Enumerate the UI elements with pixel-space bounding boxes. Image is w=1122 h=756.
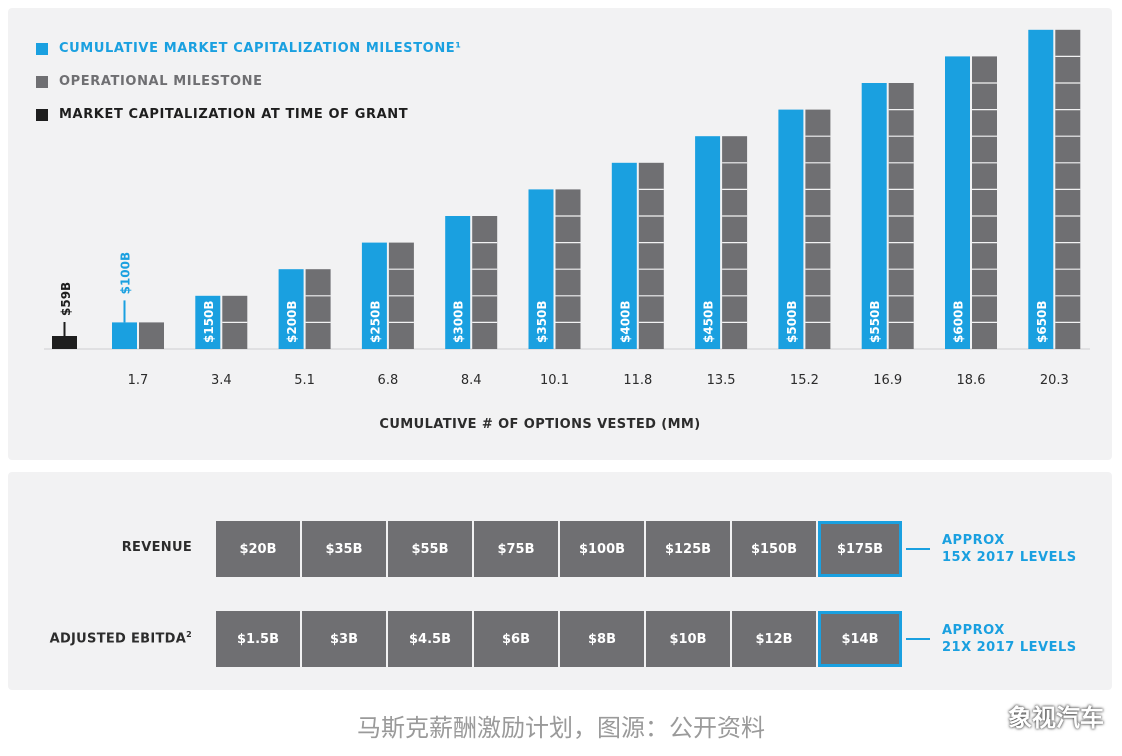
revenue-cell: $55B [388,521,472,577]
milestone-bar-chart: $59B $100B 1.7 $150B 3.4 $200B 5.1 $250B 6.8 $300… [44,29,1090,432]
x-tick-label: 10.1 [540,373,569,388]
market-cap-value-label: $100B [119,252,133,295]
market-cap-bar [278,269,304,349]
legend-swatch-market-cap [36,42,48,55]
ebitda-cell: $6B [474,611,558,667]
x-tick-label: 18.6 [957,373,986,388]
market-cap-value-label: $450B [702,300,716,343]
operational-stack [638,162,664,349]
market-cap-value-label: $400B [618,300,632,343]
x-axis-label: CUMULATIVE # OF OPTIONS VESTED (MM) [379,417,700,432]
revenue-cell: $100B [560,521,644,577]
image-caption: 马斯克薪酬激励计划，图源：公开资料 [357,714,765,742]
x-tick-label: 15.2 [790,373,819,388]
revenue-connector [906,548,930,550]
ebitda-cell: $8B [560,611,644,667]
revenue-cell: $150B [732,521,816,577]
ebitda-row: $1.5B $3B $4.5B $6B $8B $10B $12B $14B [216,611,904,667]
revenue-note-line: 15X 2017 LEVELS [942,550,1077,565]
x-tick-label: 1.7 [128,373,149,388]
grant-bar [52,336,77,349]
operational-stack [139,322,164,349]
ebitda-label-text: ADJUSTED EBITDA [49,631,187,647]
revenue-note-line: APPROX [942,533,1005,548]
ebitda-cell: $1.5B [216,611,300,667]
x-tick-label: 6.8 [378,373,399,388]
x-tick-label: 3.4 [211,373,232,388]
legend-label: OPERATIONAL MILESTONE [59,74,263,89]
operational-stack [305,269,331,349]
legend-item-market-cap: CUMULATIVE MARKET CAPITALIZATION MILESTO… [36,32,462,65]
market-cap-value-label: $200B [285,300,299,343]
market-cap-bar [112,322,137,349]
market-cap-value-label: $350B [535,300,549,343]
legend-label: MARKET CAPITALIZATION AT TIME OF GRANT [59,107,409,122]
market-cap-bar [611,162,637,349]
market-cap-bar [528,189,554,349]
market-cap-value-label: $300B [452,300,466,343]
x-tick-label: 13.5 [707,373,736,388]
ebitda-footnote-marker: 2 [186,630,192,639]
market-cap-value-label: $500B [785,300,799,343]
chart-panel: CUMULATIVE MARKET CAPITALIZATION MILESTO… [8,8,1112,460]
watermark: 象视汽车 [1008,704,1104,732]
legend-swatch-operational [36,75,48,88]
market-cap-bar [1028,29,1054,350]
ebitda-note-line: APPROX [942,623,1005,638]
ebitda-connector [906,638,930,640]
legend-item-grant: MARKET CAPITALIZATION AT TIME OF GRANT [36,98,462,131]
market-cap-bar [445,216,471,349]
revenue-cell: $20B [216,521,300,577]
market-cap-bar [778,109,804,349]
market-cap-value-label: $150B [202,300,216,343]
ebitda-cell: $14B [818,611,902,667]
x-tick-label: 11.8 [623,373,652,388]
revenue-row-label: REVENUE [121,540,192,555]
market-cap-bar [195,295,221,349]
operational-stack [472,216,498,349]
operational-stack [805,109,831,349]
x-tick-label: 5.1 [294,373,315,388]
ebitda-note: APPROX 21X 2017 LEVELS [942,622,1077,656]
market-cap-value-label: $550B [868,300,882,343]
ebitda-row-label: ADJUSTED EBITDA2 [50,630,192,646]
revenue-cell: $175B [818,521,902,577]
revenue-cell: $75B [474,521,558,577]
operational-stack [972,56,997,350]
revenue-cell: $125B [646,521,730,577]
legend: CUMULATIVE MARKET CAPITALIZATION MILESTO… [36,32,462,131]
x-tick-label: 16.9 [873,373,902,388]
market-cap-bar [945,56,970,350]
market-cap-bar [695,136,721,349]
x-tick-label: 8.4 [461,373,482,388]
market-cap-value-label: $600B [952,300,966,343]
x-tick-label: 20.3 [1040,373,1069,388]
legend-label: CUMULATIVE MARKET CAPITALIZATION MILESTO… [59,41,462,56]
revenue-cell: $35B [302,521,386,577]
market-cap-bar [861,83,887,349]
legend-item-operational: OPERATIONAL MILESTONE [36,65,462,98]
ebitda-cell: $10B [646,611,730,667]
ebitda-cell: $4.5B [388,611,472,667]
revenue-note: APPROX 15X 2017 LEVELS [942,532,1077,566]
market-cap-value-label: $250B [368,300,382,343]
legend-swatch-grant [36,108,48,121]
revenue-row: $20B $35B $55B $75B $100B $125B $150B $175B [216,521,904,577]
market-cap-value-label: $650B [1035,300,1049,343]
ebitda-cell: $12B [732,611,816,667]
ebitda-cell: $3B [302,611,386,667]
market-cap-bar [361,242,387,349]
grant-value-label: $59B [59,282,73,316]
ebitda-note-line: 21X 2017 LEVELS [942,640,1077,655]
